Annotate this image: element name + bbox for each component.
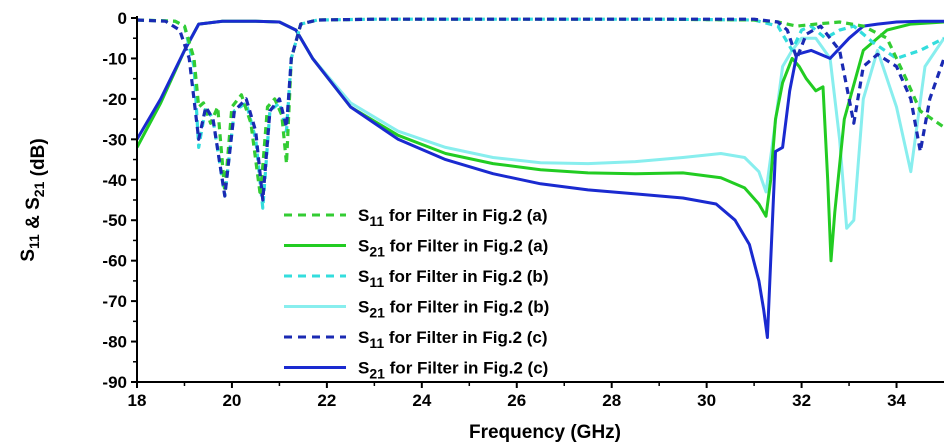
y-tick-label: -30 (102, 130, 127, 149)
y-axis-title: S11 & S21 (dB) (18, 138, 49, 261)
legend-item: S21 for Filter in Fig.2 (b) (284, 298, 549, 321)
series-line-s21-c (137, 19, 944, 339)
y-tick-label: -70 (102, 292, 127, 311)
tick-layer: 18 20 22 24 26 28 30 32 34 0 -10 -20 -30 -40 -50 -60 -70… (102, 9, 906, 410)
x-tick-label: 28 (602, 391, 621, 410)
x-tick-label: 18 (128, 391, 147, 410)
legend-item: S11 for Filter in Fig.2 (a) (284, 206, 548, 229)
legend-label: S11 for Filter in Fig.2 (b) (358, 267, 548, 290)
series-line-s21-b (137, 19, 944, 230)
x-tick-label: 24 (412, 391, 431, 410)
y-tick-label: -20 (102, 90, 127, 109)
y-tick-label: -40 (102, 171, 127, 190)
y-tick-label: -50 (102, 211, 127, 230)
legend-item: S11 for Filter in Fig.2 (b) (284, 267, 548, 290)
legend-label: S11 for Filter in Fig.2 (c) (358, 328, 548, 351)
legend-item: S21 for Filter in Fig.2 (a) (284, 237, 548, 260)
x-tick-label: 22 (317, 391, 336, 410)
y-tick-label: -60 (102, 252, 127, 271)
y-tick-label: 0 (118, 9, 127, 28)
legend-label: S21 for Filter in Fig.2 (b) (358, 298, 549, 321)
legend-item: S21 for Filter in Fig.2 (c) (284, 359, 548, 382)
legend-item: S11 for Filter in Fig.2 (c) (284, 328, 548, 351)
y-axis-title-text: S11 & S21 (dB) (18, 138, 49, 261)
legend: S11 for Filter in Fig.2 (a) S21 for Filte… (284, 206, 549, 382)
x-tick-label: 20 (222, 391, 241, 410)
x-axis-title: Frequency (GHz) (469, 422, 621, 443)
x-tick-label: 26 (507, 391, 526, 410)
legend-label: S21 for Filter in Fig.2 (c) (358, 359, 548, 382)
y-tick-label: -80 (102, 333, 127, 352)
series-layer (137, 17, 944, 339)
legend-label: S11 for Filter in Fig.2 (a) (358, 206, 548, 229)
y-tick-label: -10 (102, 49, 127, 68)
y-tick-label: -90 (102, 373, 127, 392)
x-tick-label: 34 (887, 391, 906, 410)
series-line-s11-a (137, 17, 944, 198)
legend-label: S21 for Filter in Fig.2 (a) (358, 237, 548, 260)
x-tick-label: 30 (697, 391, 716, 410)
x-tick-label: 32 (792, 391, 811, 410)
